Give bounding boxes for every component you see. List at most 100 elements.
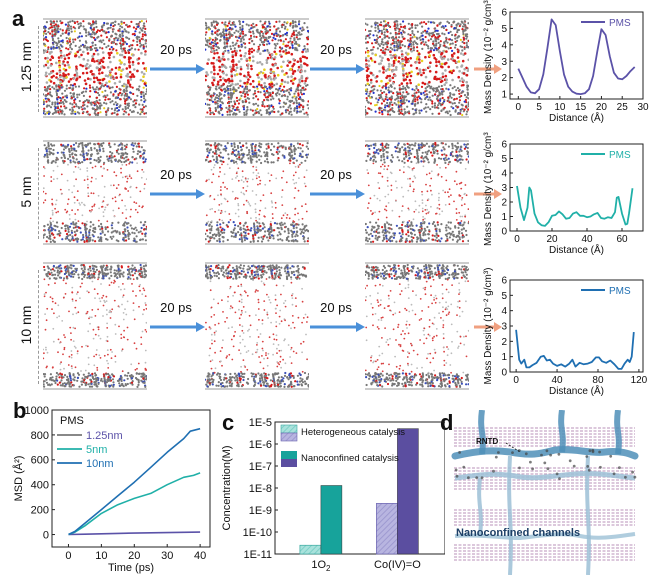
x-tick-label: 40 (551, 375, 563, 386)
membrane-layer (43, 141, 147, 165)
y-tick-label: 5 (501, 24, 507, 35)
x-tick-label: 0 (513, 375, 519, 386)
snapshot-drawing (205, 262, 309, 390)
md-snapshot (365, 18, 469, 118)
panel-label-a: a (12, 6, 25, 31)
y-tick-label: 1E-5 (249, 417, 272, 429)
membrane-layer (205, 141, 309, 165)
bar-heterogeneous (299, 544, 322, 555)
time-arrow-icon (150, 64, 205, 74)
x-axis-label: Time (ps) (108, 562, 154, 574)
time-step-label: 20 ps (320, 42, 352, 57)
category-label: 1O2 (311, 559, 331, 573)
legend-title: PMS (60, 415, 84, 427)
y-tick-label: 2 (501, 73, 507, 84)
time-step-label: 20 ps (160, 42, 192, 57)
x-tick-label: 0 (514, 234, 520, 245)
md-snapshot (365, 140, 469, 245)
x-tick-label: 10 (95, 550, 107, 562)
y-tick-label: 2 (501, 198, 507, 209)
to-density-arrow-icon (474, 64, 502, 74)
y-tick-label: 1 (501, 212, 507, 223)
rntd-label: RNTD (476, 437, 498, 446)
concentration-chart: 1E-11 1E-10 1E-9 1E-8 1E-7 1E-6 1E-5 Concentrat… (221, 417, 445, 573)
x-tick-label: 120 (631, 375, 648, 386)
x-tick-label: 25 (617, 102, 629, 113)
x-tick-label: 60 (616, 234, 628, 245)
membrane-layer (43, 19, 147, 52)
y-tick-label: 4 (501, 40, 507, 51)
y-tick-label: 1000 (25, 405, 49, 417)
solution-molecules (365, 278, 469, 374)
x-tick-label: 0 (516, 102, 522, 113)
membrane-layer (205, 371, 309, 388)
y-tick-label: 0 (501, 227, 507, 238)
series-line-125nm (68, 531, 201, 536)
x-tick-label: 40 (194, 550, 206, 562)
membrane-layer (205, 83, 309, 116)
solution-molecules (43, 49, 147, 87)
series-line-PMS (517, 18, 636, 95)
time-arrow-icon (150, 322, 205, 332)
md-snapshot (205, 18, 309, 118)
solution-molecules (365, 49, 469, 87)
y-tick-label: 400 (31, 480, 49, 492)
bar-nanoconfined (397, 428, 419, 555)
row-size-label: 5 nm (18, 175, 34, 208)
series-line-5nm (68, 472, 201, 536)
plot-frame (274, 421, 445, 555)
x-axis-label: Distance (Å) (549, 111, 604, 124)
x-axis-label: Distance (Å) (549, 243, 604, 256)
snapshot-drawing (43, 262, 147, 390)
y-tick-label: 3 (501, 322, 507, 333)
to-density-arrow-icon (474, 188, 502, 199)
solution-molecules (205, 162, 308, 223)
x-tick-label: 30 (637, 102, 649, 113)
series-line-PMS (516, 185, 634, 227)
channel-vertical (614, 410, 622, 455)
x-tick-label: 15 (575, 102, 587, 113)
legend-label: Heterogeneous catalysis (301, 427, 405, 438)
legend-label: 5nm (86, 444, 107, 456)
legend-label: 1.25nm (86, 430, 123, 442)
y-tick-label: 200 (31, 505, 49, 517)
md-snapshot (43, 18, 147, 118)
lattice-layer (454, 427, 635, 447)
legend-entry: Nanoconfined catalysis (281, 451, 399, 467)
legend-label: Nanoconfined catalysis (301, 453, 399, 464)
solution-molecules (205, 49, 309, 87)
time-arrow-icon (310, 322, 365, 332)
solution-molecules (205, 278, 309, 374)
membrane-layer (43, 371, 147, 388)
panel-label-b: b (13, 398, 27, 423)
channel-middle (454, 471, 636, 481)
legend-swatch (280, 432, 298, 442)
md-snapshot (43, 262, 147, 390)
y-tick-label: 600 (31, 455, 49, 467)
membrane-layer (43, 263, 147, 281)
y-tick-label: 5 (501, 154, 507, 165)
channel-vertical (585, 455, 591, 575)
y-tick-label: 1E-8 (249, 483, 272, 495)
legend-label: 10nm (86, 458, 114, 470)
membrane-layer (365, 221, 469, 244)
y-tick-label: 800 (31, 430, 49, 442)
legend-swatch (280, 424, 298, 434)
solution-molecules (43, 162, 147, 223)
y-tick-label: 3 (501, 183, 507, 194)
water-channels (451, 410, 639, 575)
y-axis-label: Mass Density (10⁻² g/cm³) (483, 0, 494, 114)
size-dimension-line (38, 26, 39, 112)
row-size-label: 10 nm (18, 305, 34, 345)
legend-label: PMS (609, 18, 631, 29)
time-step-label: 20 ps (320, 166, 352, 182)
y-tick-label: 6 (501, 276, 507, 287)
density-chart-10nm: 0 40 80 120 0 1 2 3 4 5 6 Distance (Å) Mass Density … (483, 268, 648, 397)
y-tick-label: 1 (501, 352, 507, 363)
membrane-layer (205, 221, 309, 243)
md-snapshot (205, 262, 309, 390)
membrane-layer (365, 83, 469, 117)
solution-molecules (366, 162, 469, 223)
